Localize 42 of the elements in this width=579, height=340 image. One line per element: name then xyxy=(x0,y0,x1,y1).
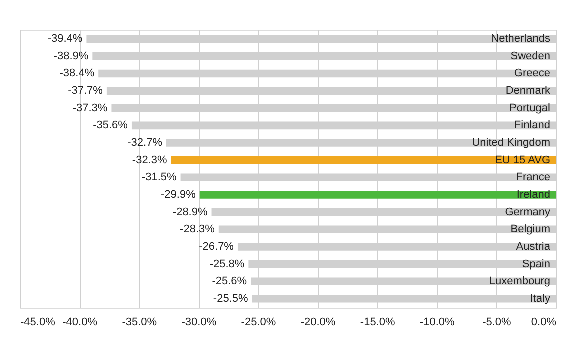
y-tick-label: Greece xyxy=(514,68,550,80)
y-tick-label: France xyxy=(516,172,550,184)
x-tick-label: -15.0% xyxy=(360,316,396,328)
x-tick-label: -40.0% xyxy=(62,316,98,328)
data-label: -38.4% xyxy=(60,68,95,80)
y-tick-label: Portugal xyxy=(510,102,550,114)
y-tick-label: Finland xyxy=(514,120,550,132)
y-tick-label: EU 15 AVG xyxy=(495,154,550,166)
data-label: -25.5% xyxy=(213,292,248,305)
y-tick-label: United Kingdom xyxy=(472,137,550,150)
data-label: -31.5% xyxy=(142,172,178,184)
data-label: -28.9% xyxy=(172,206,208,218)
x-tick-label: -5.0% xyxy=(482,316,512,328)
data-label: -26.7% xyxy=(199,240,234,253)
x-tick-label: -45.0% xyxy=(20,316,56,328)
y-tick-label: Italy xyxy=(530,292,551,305)
y-tick-label: Spain xyxy=(522,258,550,270)
y-tick-label: Austria xyxy=(516,240,552,253)
x-tick-label: -25.0% xyxy=(241,316,276,328)
x-tick-label: -10.0% xyxy=(420,316,456,328)
data-label: -38.9% xyxy=(54,50,89,62)
data-label: -39.4% xyxy=(48,33,83,46)
data-label: -37.3% xyxy=(72,102,108,114)
y-tick-label: Sweden xyxy=(510,50,550,62)
x-tick-label: -30.0% xyxy=(182,316,217,328)
y-tick-label: Germany xyxy=(505,206,551,218)
data-label: -37.7% xyxy=(68,85,104,98)
x-tick-label: -35.0% xyxy=(122,316,158,328)
data-label: -28.3% xyxy=(180,224,216,236)
y-tick-label: Netherlands xyxy=(491,33,551,46)
data-label: -32.3% xyxy=(132,154,168,166)
data-label: -25.6% xyxy=(212,276,248,288)
data-label: -29.9% xyxy=(161,188,196,201)
y-tick-label: Ireland xyxy=(516,188,550,201)
x-tick-label: 0.0% xyxy=(531,316,557,328)
data-label: -25.8% xyxy=(210,258,245,270)
data-label: -32.7% xyxy=(128,137,163,150)
y-tick-label: Denmark xyxy=(506,85,551,98)
x-tick-label: -20.0% xyxy=(300,316,336,328)
data-label: -35.6% xyxy=(93,120,128,132)
y-tick-label: Belgium xyxy=(510,224,550,236)
y-tick-label: Luxembourg xyxy=(489,276,550,288)
